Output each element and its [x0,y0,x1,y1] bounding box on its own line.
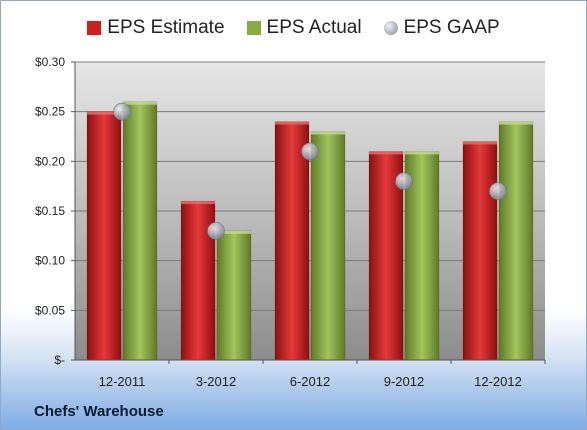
legend-label-gaap: EPS GAAP [403,17,500,38]
gaap-marker [301,142,319,161]
legend-label-estimate: EPS Estimate [107,17,225,38]
bar-actual-cap [499,121,533,125]
bar-estimate-cap [463,141,497,145]
gaap-marker [489,182,507,200]
bar-actual [498,121,534,361]
y-tick-label: $0.05 [35,303,65,317]
legend-item-estimate: EPS Estimate [87,17,225,39]
bar-actual-cap [311,131,345,135]
legend-label-actual: EPS Actual [266,17,362,38]
y-axis: $- $0.05 $0.10 $0.15 $0.20 $0.25 $0.30 [35,55,76,367]
bar-estimate-cap [181,201,215,205]
y-tick-label: $0.10 [35,254,65,268]
bar-actual [122,101,158,361]
bar-actual-cap [123,101,157,105]
bar-estimate-cap [87,111,121,115]
x-tick-label: 6-2012 [290,374,330,389]
y-tick-label: $0.25 [35,105,65,119]
bar-estimate [274,121,310,361]
y-tick-label: $0.15 [35,204,65,218]
x-tick-label: 12-2011 [99,374,146,389]
legend-item-actual: EPS Actual [246,17,362,39]
bar-estimate [86,111,122,361]
bar-estimate [462,141,498,361]
x-axis: 12-2011 3-2012 6-2012 9-2012 12-2012 [75,359,546,389]
bar-actual-cap [405,151,439,155]
gaap-markers [113,102,507,240]
gaap-marker [395,172,413,190]
legend-item-gaap: EPS GAAP [383,17,500,39]
bar-estimate-cap [275,121,309,125]
x-tick-label: 3-2012 [196,374,236,389]
gaap-marker [207,222,225,240]
y-tick-label: $0.20 [35,154,65,168]
legend-swatch-gaap [383,21,398,35]
bar-actual [310,131,346,361]
legend-swatch-estimate [87,21,102,35]
bar-actual [216,230,252,361]
legend: EPS Estimate EPS Actual EPS GAAP [1,17,586,39]
y-tick-label: $0.30 [35,55,65,69]
gaap-marker [113,102,131,121]
company-name: Chefs' Warehouse [34,403,164,420]
legend-swatch-actual [246,21,261,35]
bar-estimate-cap [369,151,403,155]
x-tick-label: 9-2012 [384,374,424,389]
bars [86,101,534,361]
y-tick-label: $- [54,353,65,367]
x-tick-label: 12-2012 [474,374,522,389]
bar-actual-cap [217,230,251,234]
